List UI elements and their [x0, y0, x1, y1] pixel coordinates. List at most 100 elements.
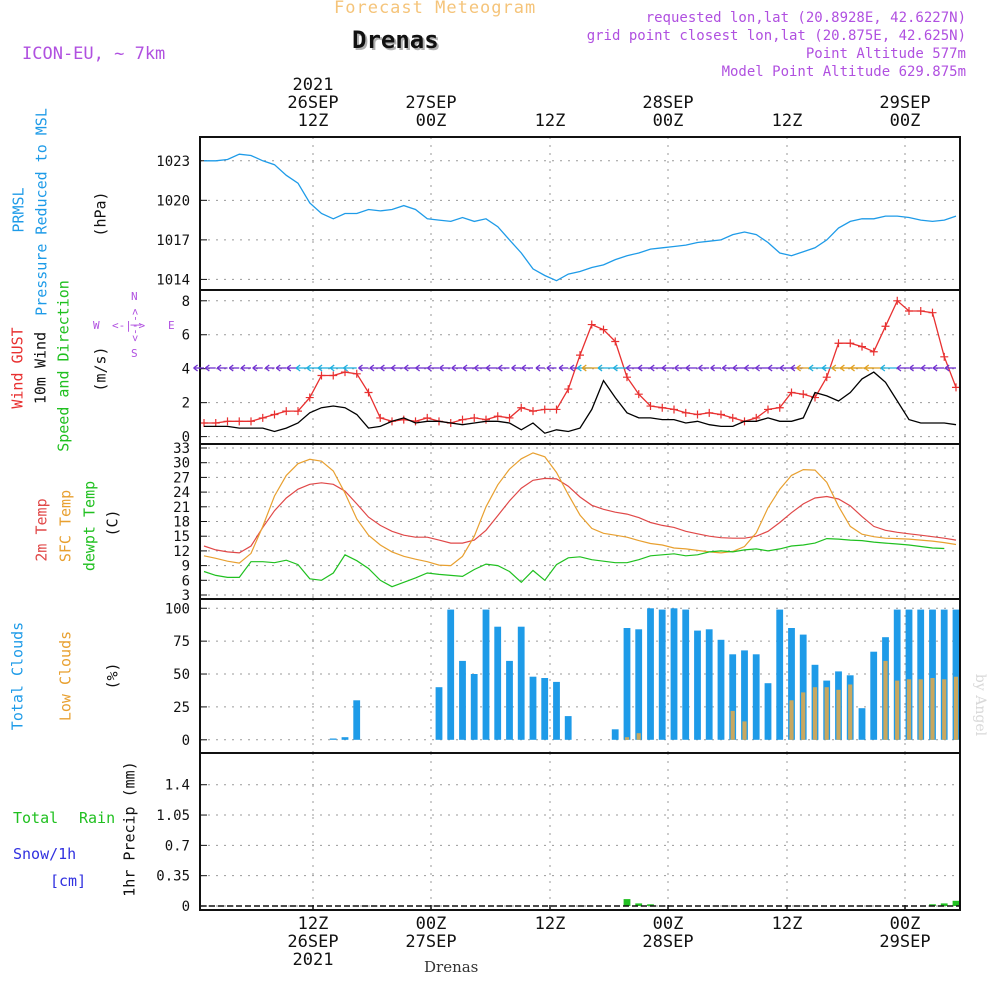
precip-bar: [647, 904, 654, 906]
wind-direction-arrow: [790, 364, 796, 372]
total-cloud-bar: [788, 628, 795, 740]
wind-direction-arrow: [732, 364, 738, 372]
low-cloud-bar: [730, 710, 735, 740]
total-cloud-bar: [670, 608, 678, 740]
total-cloud-bar: [682, 609, 690, 740]
wind-direction-arrow: [613, 364, 618, 372]
footer-location: Drenas: [424, 958, 479, 976]
wind-direction-arrow: [779, 364, 785, 372]
gust-marker: [623, 373, 631, 382]
gust-marker: [258, 413, 267, 422]
panel-frame-0: [199, 136, 961, 291]
wind-direction-arrow: [864, 364, 870, 372]
series-line-0-0: [204, 153, 957, 282]
wind-direction-arrow: [625, 364, 631, 372]
series-line-2-0: [203, 477, 957, 554]
low-cloud-bar: [824, 687, 829, 740]
precip-bar: [952, 900, 960, 906]
total-cloud-bar: [470, 674, 478, 740]
low-cloud-bar: [801, 692, 806, 740]
gust-marker: [200, 419, 208, 428]
gust-marker: [869, 347, 878, 356]
y-tick-label: 15: [173, 529, 190, 545]
y-tick-label: 100: [165, 601, 190, 617]
y-tick-label: 8: [182, 294, 190, 310]
wind-direction-arrow: [920, 364, 926, 372]
compass-e: E: [168, 319, 175, 332]
total-cloud-bar: [952, 609, 960, 740]
total-rain-label-rain: Rain: [79, 809, 116, 827]
wind-direction-arrow: [944, 364, 950, 372]
wind-direction-arrow: [896, 364, 902, 372]
gust-marker: [329, 371, 338, 380]
y-tick-label: 1.05: [156, 808, 190, 824]
gust-marker: [881, 322, 890, 331]
gust-marker: [728, 413, 737, 422]
wind-direction-arrow: [485, 364, 491, 372]
panel-frame-1: [199, 289, 961, 445]
wind-direction-arrow: [193, 364, 198, 372]
total-cloud-bar: [611, 729, 619, 740]
y-tick-label: 0: [182, 899, 190, 915]
wind-direction-arrow: [204, 364, 210, 372]
wind-direction-arrow: [721, 364, 727, 372]
compass-arrows-ew: <-|->: [112, 319, 146, 332]
gust-marker: [822, 373, 831, 382]
wind-direction-arrow: [932, 364, 938, 372]
gust-marker: [529, 407, 537, 416]
total-cloud-bar: [541, 678, 549, 740]
wind-direction-arrow: [216, 364, 222, 372]
wind-direction-arrow: [840, 364, 845, 372]
wind-direction-arrow: [390, 364, 396, 372]
wind-direction-arrow: [661, 364, 667, 372]
top-axis-year: 2021: [292, 75, 334, 95]
top-axis-date-4: 28SEP: [642, 93, 694, 113]
gust-marker: [552, 405, 561, 414]
gust-marker: [752, 413, 761, 422]
total-cloud-bar: [658, 609, 666, 740]
top-axis-hour-1: 12Z: [297, 111, 329, 131]
wind-direction-arrow: [275, 364, 281, 372]
bottom-axis-year: 2021: [292, 950, 334, 970]
bottom-axis-hour-5: 12Z: [771, 914, 803, 934]
low-cloud-bar: [953, 676, 959, 740]
wind-direction-arrow: [880, 364, 886, 372]
gust-marker: [540, 405, 549, 414]
y-tick-label: 1014: [156, 272, 190, 288]
low-cloud-bar: [812, 687, 818, 740]
wind-direction-arrow: [674, 364, 679, 372]
low-cloud-bar: [930, 678, 935, 740]
compass-s: S: [131, 347, 138, 360]
low-cloud-bar: [624, 737, 630, 740]
bottom-axis-hour-4: 00Z: [652, 914, 684, 934]
wind-direction-arrow: [909, 364, 914, 372]
y-tick-label: 30: [173, 456, 190, 472]
wind-direction-arrow: [710, 364, 715, 372]
wind-direction-arrow: [343, 364, 348, 372]
top-axis-hour-3: 12Z: [534, 111, 566, 131]
y-tick-label: 25: [173, 700, 190, 716]
y-tick-label: 6: [182, 328, 190, 344]
total-cloud-bar: [764, 683, 772, 740]
gust-marker: [270, 410, 279, 419]
compass-n: N: [131, 290, 138, 303]
requested-coords: requested lon,lat (20.8928E, 42.6227N): [645, 10, 966, 26]
wind-direction-arrow: [821, 364, 827, 372]
wind-direction-arrow: [637, 364, 643, 372]
low-cloud-bar: [789, 700, 794, 740]
gust-marker: [493, 412, 502, 421]
location-title: Drenas: [352, 26, 439, 54]
gust-marker: [681, 408, 690, 417]
total-cloud-bar: [917, 609, 925, 740]
gust-marker: [482, 415, 490, 424]
gust-marker: [423, 413, 432, 422]
total-cloud-bar: [341, 737, 349, 740]
wind-direction-arrow: [535, 364, 541, 372]
y-tick-label: 75: [173, 634, 190, 650]
y-tick-label: 2: [182, 396, 190, 412]
product-title: Forecast Meteogram: [334, 0, 537, 18]
y-tick-label: 9: [182, 559, 190, 575]
gust-marker: [223, 417, 232, 426]
gust-marker: [693, 410, 702, 419]
series-line-1-1: [204, 371, 957, 434]
